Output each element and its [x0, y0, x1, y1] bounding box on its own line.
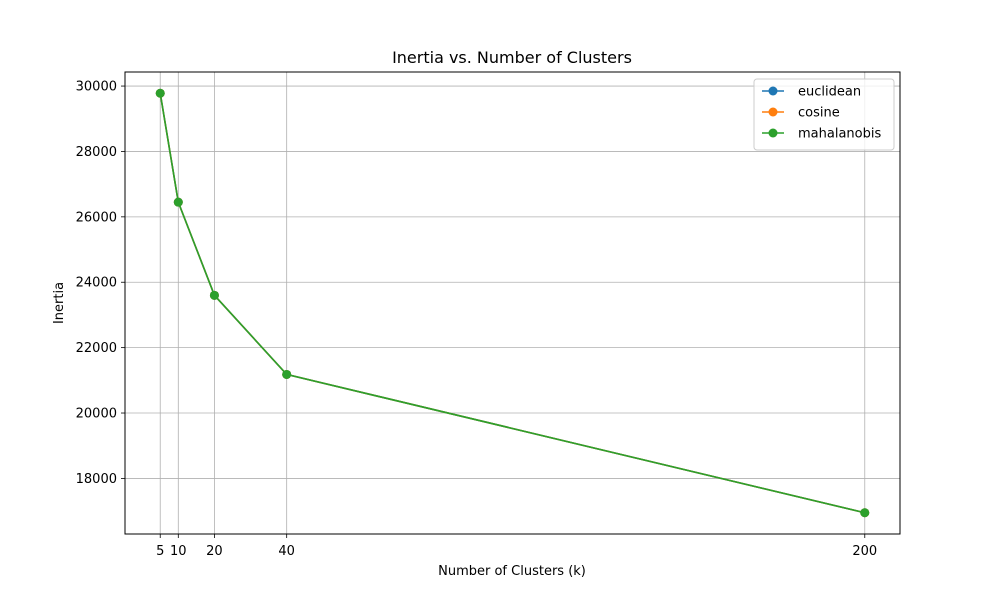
y-tick-label: 20000	[76, 407, 117, 422]
y-tick-label: 18000	[76, 472, 117, 487]
legend-label: cosine	[798, 106, 840, 121]
chart-title: Inertia vs. Number of Clusters	[392, 48, 632, 67]
x-tick-label: 20	[206, 544, 223, 559]
legend-box	[753, 78, 895, 151]
series-line-euclidean	[159, 93, 865, 514]
grid	[125, 72, 900, 534]
series-cosine	[155, 88, 870, 518]
series-line-cosine	[159, 93, 865, 514]
data-point-mahalanobis	[155, 88, 165, 98]
series-euclidean	[155, 88, 870, 518]
axis-ticks: 5 10 20 40 200 18000 20000 22000 24000 26000 28000…	[76, 80, 878, 559]
x-tick-label: 5	[156, 544, 164, 559]
x-tick-label: 40	[278, 544, 295, 559]
y-tick-label: 26000	[76, 210, 117, 225]
x-tick-label: 10	[170, 544, 187, 559]
y-tick-label: 30000	[76, 80, 117, 95]
y-tick-label: 28000	[76, 145, 117, 160]
series-mahalanobis	[155, 88, 870, 518]
x-axis-label: Number of Clusters (k)	[438, 564, 586, 579]
legend-swatch-marker	[768, 86, 778, 96]
data-point-mahalanobis	[282, 369, 292, 379]
data-point-mahalanobis	[860, 508, 870, 518]
legend-label: euclidean	[798, 85, 861, 100]
data-point-mahalanobis	[209, 290, 219, 300]
series-layer	[155, 88, 870, 518]
legend: euclidean cosine mahalanobis	[753, 78, 895, 151]
plot-area-frame	[124, 71, 901, 535]
y-axis-label: Inertia	[52, 282, 67, 324]
legend-label: mahalanobis	[798, 127, 881, 142]
y-tick-label: 24000	[76, 276, 117, 291]
y-tick-label: 22000	[76, 341, 117, 356]
legend-swatch-marker	[768, 107, 778, 117]
series-line-mahalanobis	[159, 93, 865, 514]
x-tick-label: 200	[852, 544, 877, 559]
legend-swatch-marker	[768, 128, 778, 138]
data-point-mahalanobis	[173, 197, 183, 207]
